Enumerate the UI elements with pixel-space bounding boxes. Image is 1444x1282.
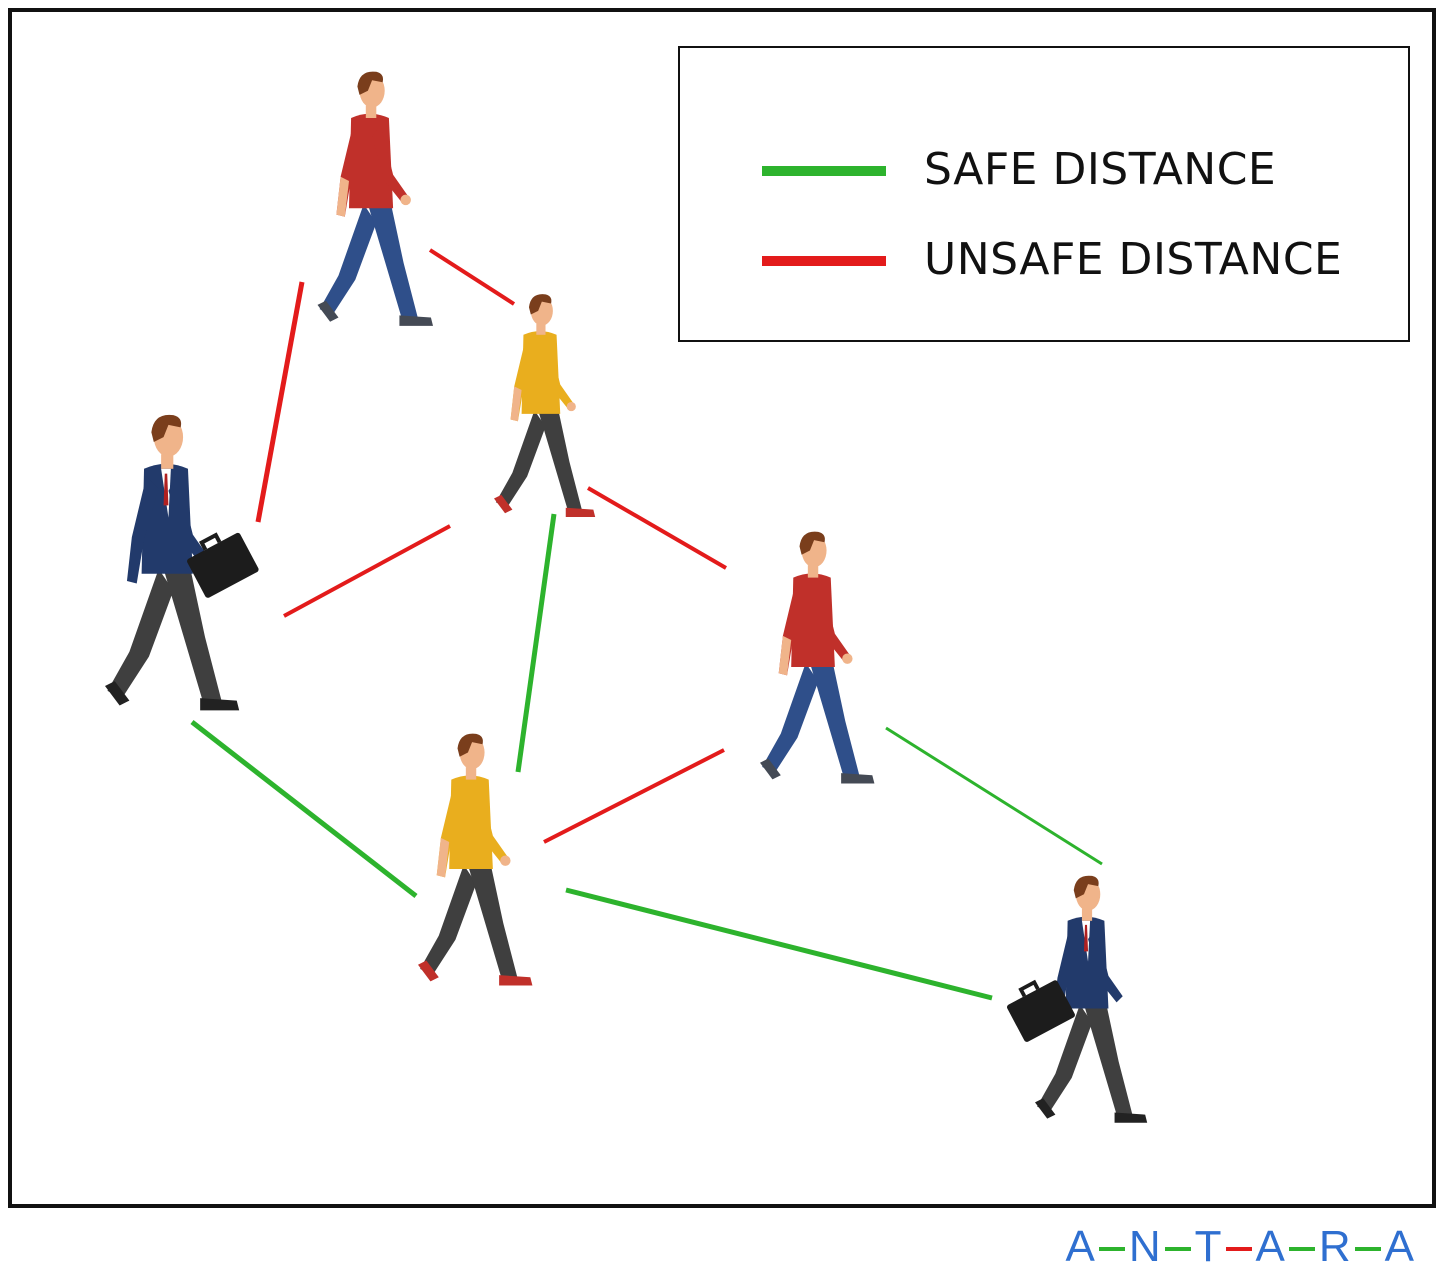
tie (163, 473, 169, 506)
leg-back (319, 204, 377, 316)
hand (400, 194, 411, 206)
safe-distance-line (190, 720, 418, 898)
diagram-frame (8, 8, 1436, 1208)
shoe (317, 300, 339, 322)
shoe (200, 698, 240, 711)
arm-front (814, 583, 850, 661)
brand-connector (1354, 1247, 1381, 1251)
neck (161, 454, 174, 469)
shoe (565, 507, 596, 517)
hand (336, 176, 349, 217)
leg-front (163, 568, 223, 704)
leg-back (107, 568, 174, 699)
brand-letter: N (1128, 1222, 1161, 1271)
briefcase-left (187, 532, 259, 598)
legend-label-unsafe: UNSAFE DISTANCE (924, 234, 1343, 285)
shoe (105, 681, 130, 706)
hand (566, 401, 576, 412)
person-yellow-shirt-center (494, 294, 596, 517)
unsafe-distance-line (255, 281, 305, 523)
shoe (418, 960, 439, 982)
hair (151, 414, 182, 442)
shoe (494, 494, 513, 514)
arm-back (126, 476, 159, 584)
hand (510, 386, 522, 422)
briefcase-bottom-right (1007, 979, 1075, 1042)
leg-back (420, 864, 477, 976)
leg-front (809, 662, 860, 778)
neck (807, 565, 819, 578)
brand-connector (1098, 1247, 1125, 1251)
safe-distance-line (885, 726, 1103, 866)
hair (528, 294, 552, 315)
person-red-shirt-top (317, 71, 433, 326)
arm-front (168, 476, 210, 567)
leg-back (762, 662, 819, 774)
hand (500, 855, 511, 866)
neck (365, 105, 377, 118)
brand-letter: T (1194, 1222, 1222, 1271)
arm-front (1088, 926, 1123, 1003)
person-yellow-shirt-bottom (418, 733, 533, 986)
brand-connector (1288, 1247, 1315, 1251)
brand-letter: R (1318, 1222, 1351, 1271)
hair (357, 71, 384, 95)
hair (1073, 875, 1099, 899)
legend-label-safe: SAFE DISTANCE (924, 144, 1277, 195)
hand (436, 837, 450, 878)
leg-front (367, 204, 419, 320)
person-red-shirt-right (760, 531, 875, 784)
hand (842, 653, 853, 664)
brand-letter: A (1255, 1222, 1285, 1271)
neck (465, 767, 477, 780)
hair (799, 531, 825, 555)
brand-connector (1225, 1247, 1252, 1251)
shoe (841, 773, 875, 784)
person-businessman-bottom-right (1035, 875, 1148, 1123)
hair (457, 733, 483, 757)
person-businessman-left (105, 414, 240, 711)
legend-item-unsafe: UNSAFE DISTANCE (680, 230, 1408, 290)
safe-distance-line (565, 887, 993, 1001)
shoe (1114, 1112, 1148, 1123)
unsafe-distance-line (283, 524, 451, 618)
leg-front (467, 864, 518, 980)
arm-front (541, 340, 574, 409)
brand-letter: A (1065, 1222, 1095, 1271)
safe-distance-line (515, 513, 557, 773)
shoe (1035, 1098, 1056, 1119)
brand-connector (1164, 1247, 1191, 1251)
brand-letter: A (1384, 1222, 1414, 1271)
unsafe-distance-line (586, 486, 728, 570)
shoe (499, 975, 533, 986)
arm-front (372, 124, 408, 202)
tie (1083, 924, 1089, 952)
shoe (760, 758, 781, 780)
leg-back (1037, 1004, 1093, 1113)
leg-back (495, 410, 546, 508)
briefcase-handle (1018, 979, 1040, 998)
neck (1081, 908, 1093, 921)
legend-box: SAFE DISTANCE UNSAFE DISTANCE (678, 46, 1410, 342)
unsafe-distance-line (428, 248, 516, 306)
briefcase-body (187, 532, 259, 598)
arm-front (472, 785, 508, 863)
legend-item-safe: SAFE DISTANCE (680, 140, 1408, 200)
briefcase-body (1007, 980, 1075, 1042)
leg-front (1083, 1004, 1133, 1117)
shoe (399, 315, 433, 326)
legend-swatch-unsafe (762, 256, 886, 266)
neck (536, 323, 546, 335)
unsafe-distance-line (543, 748, 725, 844)
leg-front (538, 410, 583, 512)
hand (778, 635, 792, 676)
briefcase-handle (198, 532, 222, 551)
legend-swatch-safe (762, 166, 886, 176)
